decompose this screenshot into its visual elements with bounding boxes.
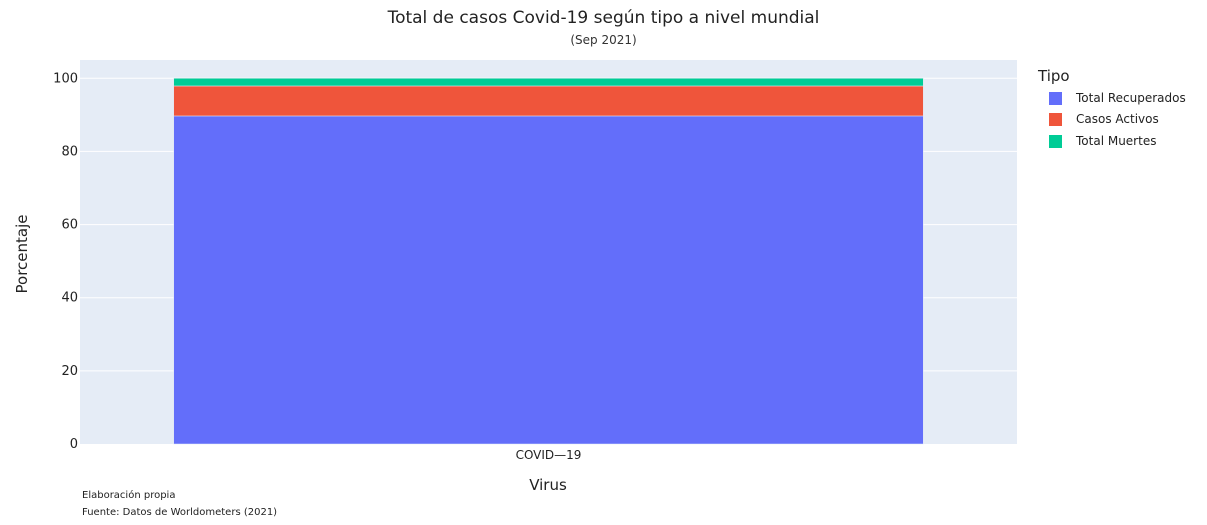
bar-total-muertes[interactable] — [173, 78, 924, 87]
legend-item-muertes[interactable]: Total Muertes — [1049, 134, 1156, 148]
y-axis-label: Porcentaje — [13, 214, 31, 294]
legend-item-activos[interactable]: Casos Activos — [1049, 112, 1159, 126]
y-tick-label: 0 — [70, 437, 78, 452]
y-tick-label: 80 — [61, 144, 78, 159]
legend-swatch-recuperados — [1049, 91, 1062, 105]
chart-title: Total de casos Covid-19 según tipo a niv… — [387, 8, 820, 28]
x-axis-label: Virus — [529, 476, 567, 494]
bar-total-recuperados[interactable] — [173, 115, 924, 445]
source-note-2: Fuente: Datos de Worldometers (2021) — [82, 507, 278, 518]
legend-title: Tipo — [1038, 67, 1070, 85]
legend-label-activos: Casos Activos — [1076, 112, 1159, 126]
legend-swatch-activos — [1049, 112, 1062, 126]
bar-casos-activos[interactable] — [173, 85, 924, 117]
chart-subtitle: (Sep 2021) — [570, 33, 637, 47]
y-tick-label: 40 — [61, 291, 78, 306]
source-note-1: Elaboración propia — [82, 490, 176, 501]
x-ticks: COVID—19 — [516, 448, 582, 462]
y-tick-label: 60 — [61, 218, 78, 233]
bars — [173, 78, 924, 445]
legend-label-recuperados: Total Recuperados — [1076, 91, 1186, 105]
legend-label-muertes: Total Muertes — [1076, 134, 1157, 148]
x-tick-label: COVID—19 — [516, 448, 582, 462]
legend-swatch-muertes — [1049, 134, 1062, 148]
legend-item-recuperados[interactable]: Total Recuperados — [1049, 91, 1186, 105]
y-tick-label: 100 — [53, 71, 78, 86]
y-tick-label: 20 — [61, 364, 78, 379]
y-ticks: 0 20 40 60 80 100 — [53, 71, 78, 452]
